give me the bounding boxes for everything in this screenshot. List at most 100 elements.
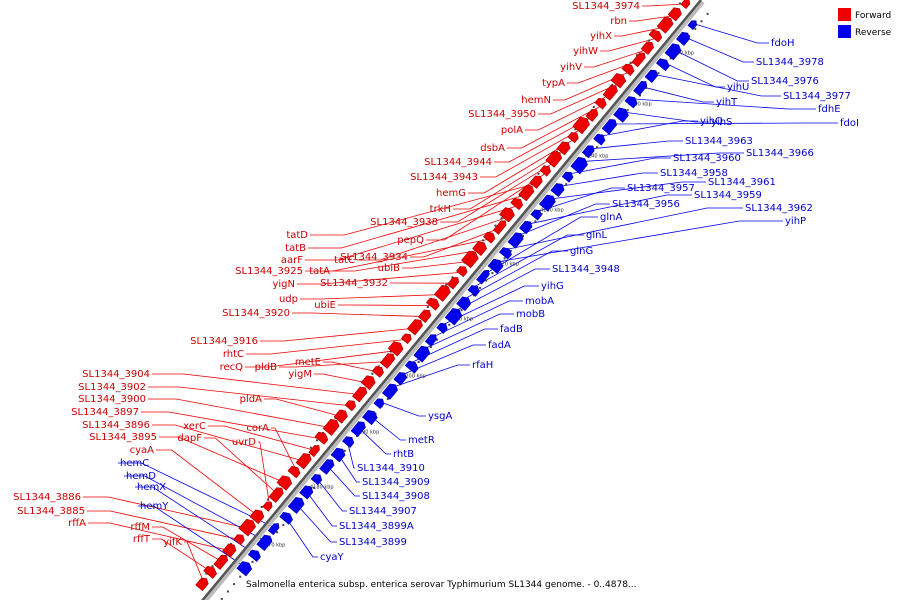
reverse-gene-label[interactable]: SL1344_3948	[552, 264, 620, 275]
reverse-gene-label[interactable]: fadB	[500, 324, 523, 335]
reverse-gene-label[interactable]: SL1344_3961	[708, 177, 776, 188]
reverse-gene-label[interactable]: fadA	[488, 340, 511, 351]
forward-gene-label[interactable]: yihX	[590, 31, 612, 42]
forward-gene-label[interactable]: rbn	[610, 16, 627, 27]
forward-gene-label[interactable]: uvrD	[232, 437, 256, 448]
reverse-gene-label[interactable]: yihT	[716, 97, 738, 108]
forward-gene-label[interactable]: SL1344_3925	[235, 266, 303, 277]
reverse-gene-label[interactable]: hemD	[126, 471, 156, 482]
reverse-gene-label[interactable]: SL1344_3976	[751, 76, 819, 87]
reverse-gene-label[interactable]: glnA	[600, 212, 622, 223]
reverse-gene-label[interactable]: rfaH	[472, 360, 493, 371]
reverse-gene-label[interactable]: SL1344_3977	[783, 91, 851, 102]
forward-gene-label[interactable]: pldA	[240, 394, 262, 405]
forward-gene-label[interactable]: tatD	[286, 230, 308, 241]
forward-gene-label[interactable]: udp	[279, 294, 298, 305]
forward-gene-label[interactable]: metE	[295, 357, 321, 368]
forward-gene-label[interactable]: typA	[542, 78, 565, 89]
forward-gene-label[interactable]: tatA	[309, 266, 330, 277]
reverse-gene-label[interactable]: SL1344_3960	[673, 153, 741, 164]
forward-gene-label[interactable]: rffT	[133, 534, 151, 545]
forward-gene-label[interactable]: SL1344_3950	[468, 109, 536, 120]
forward-gene-label[interactable]: xerC	[183, 421, 206, 432]
forward-gene-label[interactable]: SL1344_3934	[340, 252, 408, 263]
reverse-gene-label[interactable]: SL1344_3907	[349, 506, 417, 517]
forward-gene-label[interactable]: tatB	[285, 243, 306, 254]
reverse-gene-label[interactable]: fdoI	[840, 118, 859, 129]
reverse-gene-label[interactable]: metR	[408, 435, 435, 446]
forward-connector-line	[584, 48, 651, 68]
forward-gene-label[interactable]: yihV	[560, 62, 582, 73]
reverse-gene-label[interactable]: SL1344_3908	[362, 491, 430, 502]
forward-gene-label[interactable]: SL1344_3920	[222, 308, 290, 319]
forward-gene-label[interactable]: hemG	[436, 188, 466, 199]
forward-gene-label[interactable]: SL1344_3885	[17, 506, 85, 517]
forward-gene-label[interactable]: SL1344_3886	[13, 492, 81, 503]
reverse-gene-label[interactable]: SL1344_3899A	[339, 521, 414, 532]
reverse-gene-label[interactable]: fdoH	[771, 38, 795, 49]
forward-gene-label[interactable]: yigM	[288, 369, 312, 380]
reverse-gene-label[interactable]: hemX	[137, 482, 166, 493]
forward-gene-label[interactable]: tatC	[334, 255, 355, 266]
forward-gene-label[interactable]: SL1344_3904	[82, 369, 150, 380]
reverse-gene-label[interactable]: hemC	[120, 458, 149, 469]
reverse-gene-label[interactable]: yihQ	[700, 116, 723, 127]
reverse-gene-label[interactable]: SL1344_3956	[612, 199, 680, 210]
reverse-gene-label[interactable]: yihU	[727, 82, 749, 93]
forward-gene-label[interactable]: rffM	[130, 522, 150, 533]
forward-gene-label[interactable]: corA	[246, 423, 269, 434]
forward-gene-label[interactable]: SL1344_3932	[320, 278, 388, 289]
reverse-gene-label[interactable]: yihP	[785, 216, 806, 227]
reverse-gene-label[interactable]: yihS	[711, 117, 732, 128]
forward-gene-label[interactable]: aarF	[281, 255, 303, 266]
forward-gene-label[interactable]: SL1344_3897	[71, 407, 139, 418]
reverse-gene-label[interactable]: SL1344_3963	[685, 136, 753, 147]
forward-gene-label[interactable]: yifK	[163, 537, 182, 548]
forward-gene-label[interactable]: SL1344_3943	[410, 172, 478, 183]
reverse-gene-label[interactable]: SL1344_3959	[694, 190, 762, 201]
axis-dot	[494, 224, 497, 227]
reverse-gene-label[interactable]: SL1344_3978	[756, 57, 824, 68]
forward-gene-label[interactable]: SL1344_3900	[78, 394, 146, 405]
reverse-gene-label[interactable]: SL1344_3910	[357, 463, 425, 474]
reverse-gene-label[interactable]: SL1344_3909	[362, 477, 430, 488]
reverse-gene-label[interactable]: SL1344_3899	[339, 537, 407, 548]
forward-gene-label[interactable]: SL1344_3938	[370, 217, 438, 228]
forward-gene-label[interactable]: SL1344_3944	[424, 157, 492, 168]
forward-gene-label[interactable]: SL1344_3902	[78, 382, 146, 393]
forward-gene-label[interactable]: pldB	[255, 362, 277, 373]
forward-gene-label[interactable]: dapF	[177, 433, 202, 444]
forward-gene-label[interactable]: ubiE	[314, 300, 336, 311]
reverse-gene-label[interactable]: rhtB	[393, 449, 414, 460]
reverse-gene-label[interactable]: ysgA	[428, 411, 452, 422]
forward-gene-label[interactable]: rhtC	[223, 349, 244, 360]
reverse-gene-label[interactable]: cyaY	[320, 552, 345, 563]
reverse-gene-label[interactable]: glnG	[570, 246, 593, 257]
forward-gene-label[interactable]: ubiB	[378, 263, 400, 274]
forward-gene-label[interactable]: cyaA	[130, 445, 155, 456]
forward-gene-label[interactable]: dsbA	[480, 143, 505, 154]
forward-gene-label[interactable]: SL1344_3895	[89, 432, 157, 443]
forward-gene-label[interactable]: pepQ	[397, 235, 424, 246]
forward-gene-label[interactable]: SL1344_3916	[190, 336, 258, 347]
forward-gene-label[interactable]: rffA	[68, 518, 86, 529]
reverse-gene-label[interactable]: hemY	[140, 501, 169, 512]
reverse-gene-label[interactable]: yihG	[541, 281, 564, 292]
reverse-gene-label[interactable]: glnL	[586, 230, 607, 241]
forward-gene-label[interactable]: SL1344_3974	[572, 1, 640, 12]
forward-gene-label[interactable]: recQ	[220, 362, 244, 373]
forward-gene-label[interactable]: yihW	[573, 46, 598, 57]
reverse-gene-label[interactable]: SL1344_3966	[746, 148, 814, 159]
forward-gene-label[interactable]: yigN	[272, 279, 295, 290]
reverse-gene-label[interactable]: SL1344_3962	[745, 203, 813, 214]
forward-gene-label[interactable]: hemN	[521, 95, 551, 106]
forward-gene-label[interactable]: polA	[501, 125, 523, 136]
reverse-gene-label[interactable]: fdhE	[818, 104, 841, 115]
reverse-gene-label[interactable]: mobB	[516, 309, 545, 320]
reverse-gene-label[interactable]: SL1344_3957	[627, 183, 695, 194]
reverse-gene-arrow	[319, 459, 335, 475]
forward-gene-label[interactable]: trkH	[430, 204, 451, 215]
reverse-gene-label[interactable]: mobA	[525, 296, 554, 307]
forward-gene-label[interactable]: SL1344_3896	[82, 420, 150, 431]
reverse-gene-label[interactable]: SL1344_3958	[660, 168, 728, 179]
